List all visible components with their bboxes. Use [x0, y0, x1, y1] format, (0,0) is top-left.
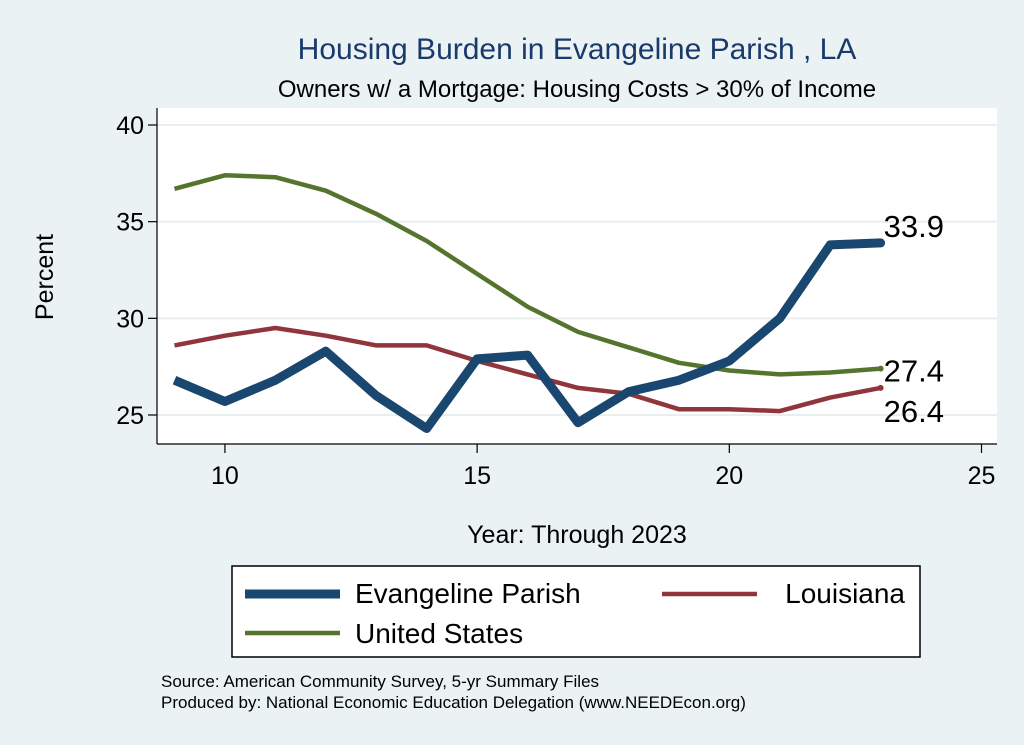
series-line-united-states: [173, 173, 881, 377]
x-tick-label-25: 25: [968, 462, 996, 490]
end-label-evangeline-parish: 33.9: [884, 209, 944, 244]
legend-label-evangeline: Evangeline Parish: [355, 578, 581, 609]
chart-subtitle: Owners w/ a Mortgage: Housing Costs > 30…: [278, 76, 876, 103]
legend-label-united-states: United States: [355, 618, 523, 649]
legend: Evangeline Parish Louisiana United State…: [231, 565, 921, 658]
x-axis-label: Year: Through 2023: [467, 521, 687, 549]
endpoint-marker-louisiana: [877, 384, 884, 391]
end-label-louisiana: 26.4: [884, 394, 944, 429]
source-note: Source: American Community Survey, 5-yr …: [161, 672, 599, 691]
y-tick-label-30: 30: [116, 305, 144, 333]
legend-box: [231, 565, 921, 658]
end-label-united-states: 27.4: [884, 354, 944, 389]
y-axis-label: Percent: [31, 234, 59, 320]
chart-title: Housing Burden in Evangeline Parish , LA: [298, 33, 857, 66]
x-ticks: 10 15 20 25: [211, 444, 995, 490]
x-tick-label-20: 20: [715, 462, 743, 490]
y-tick-label-25: 25: [116, 402, 144, 430]
endpoint-marker-united-states: [877, 365, 884, 372]
endpoint-marker-evangeline-parish: [876, 238, 886, 248]
series-lines: [172, 173, 886, 433]
x-tick-label-10: 10: [211, 462, 239, 490]
series-line-evangeline-parish: [172, 238, 881, 433]
y-ticks: 25 30 35 40: [116, 112, 157, 430]
end-labels: 33.9 27.4 26.4: [884, 209, 944, 429]
series-line-louisiana: [174, 325, 882, 414]
producer-note: Produced by: National Economic Education…: [161, 693, 746, 712]
y-tick-label-35: 35: [116, 209, 144, 237]
x-tick-label-15: 15: [463, 462, 491, 490]
legend-label-louisiana: Louisiana: [785, 578, 905, 609]
plot-area: [157, 108, 997, 444]
y-tick-label-40: 40: [116, 112, 144, 140]
